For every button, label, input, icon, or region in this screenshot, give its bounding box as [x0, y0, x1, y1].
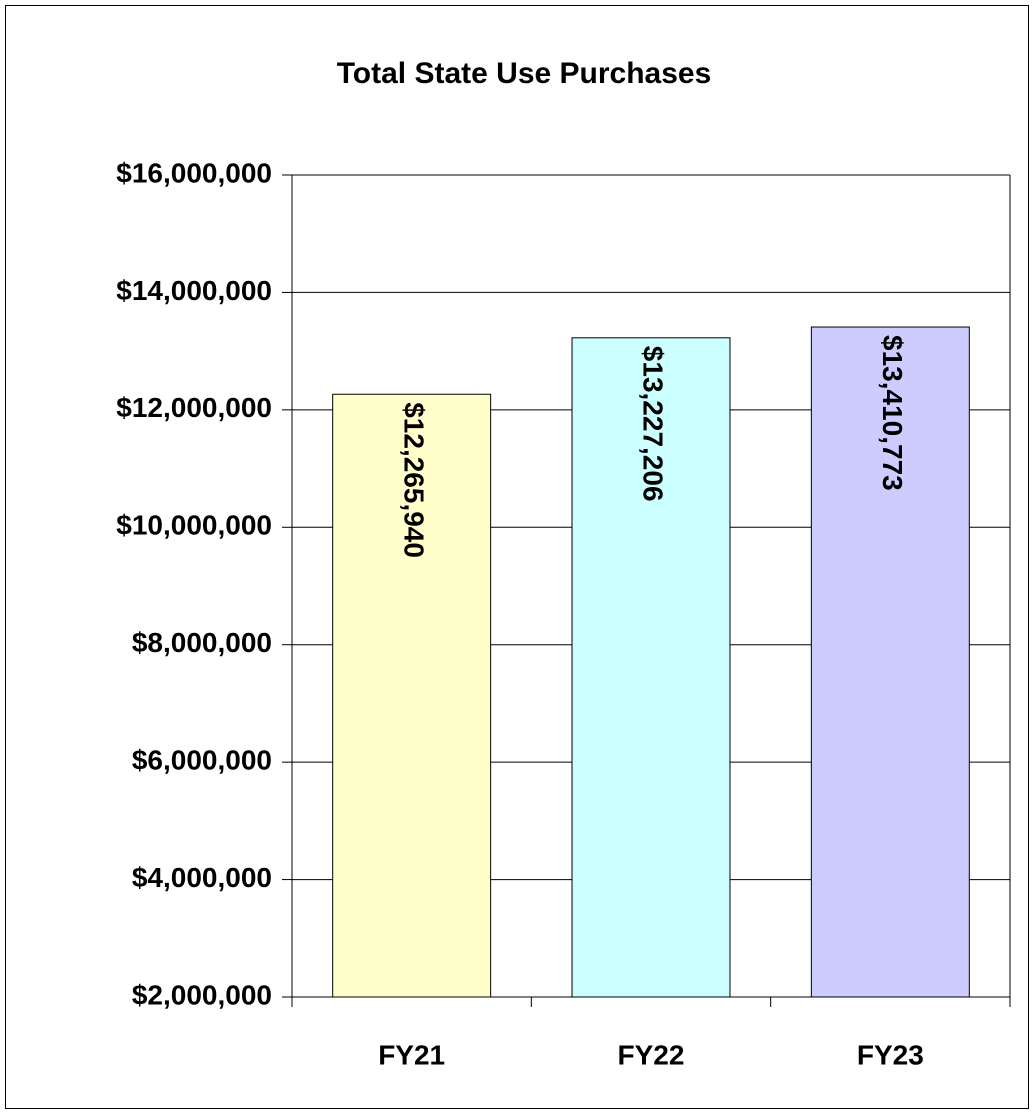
y-tick-label: $10,000,000	[116, 510, 272, 541]
x-tick-label: FY21	[378, 1039, 445, 1070]
bar	[571, 337, 731, 998]
y-tick-label: $2,000,000	[132, 979, 272, 1010]
y-tick-label: $12,000,000	[116, 392, 272, 423]
y-tick-label: $8,000,000	[132, 627, 272, 658]
value-label: $12,265,940	[398, 402, 429, 558]
y-tick-label: $14,000,000	[116, 275, 272, 306]
y-tick-label: $6,000,000	[132, 745, 272, 776]
bar	[810, 326, 970, 998]
x-tick-label: FY22	[618, 1039, 685, 1070]
value-label: $13,410,773	[877, 335, 908, 491]
chart-title: Total State Use Purchases	[337, 57, 712, 90]
y-tick-label: $4,000,000	[132, 862, 272, 893]
x-tick-label: FY23	[857, 1039, 924, 1070]
bar	[332, 393, 492, 998]
value-label: $13,227,206	[638, 346, 669, 502]
y-tick-label: $16,000,000	[116, 157, 272, 188]
